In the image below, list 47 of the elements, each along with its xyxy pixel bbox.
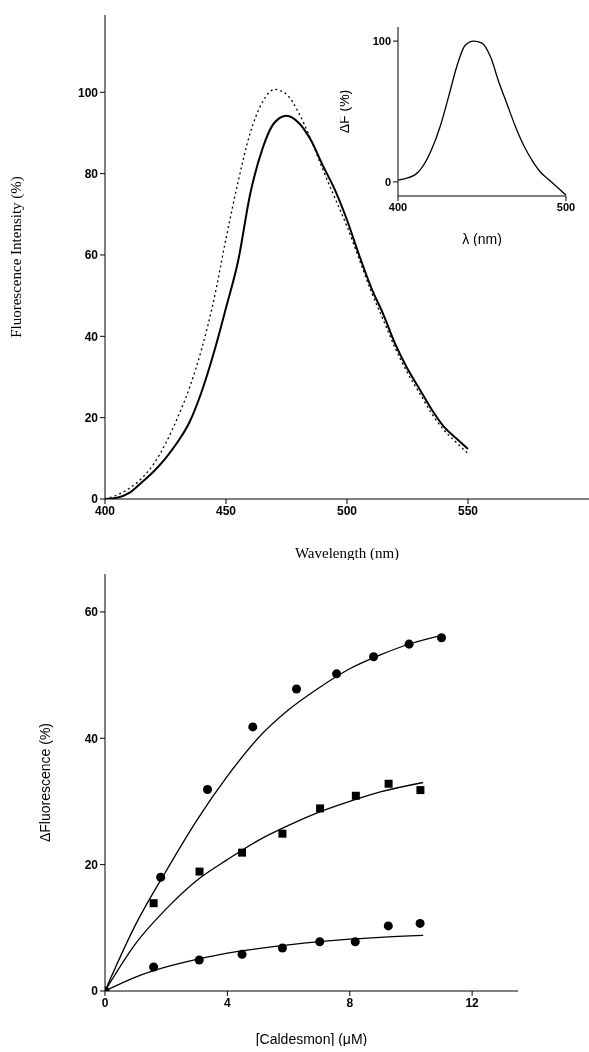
point (332, 669, 342, 679)
y-tick-label: 20 (84, 857, 99, 872)
x-tick-label: 500 (336, 503, 358, 518)
x-tick-label: 500 (556, 200, 576, 213)
x-axis-title: λ (nm) (462, 231, 502, 247)
y-tick-label: 40 (84, 731, 99, 746)
point (194, 955, 204, 965)
point (437, 633, 447, 643)
y-tick-label: 20 (84, 410, 99, 425)
point (350, 937, 360, 947)
x-tick-label: 0 (101, 995, 109, 1010)
point (384, 779, 393, 788)
point (351, 791, 360, 800)
y-axis-title: Fluorescence Intensity (%) (8, 176, 26, 338)
x-tick-label: 4 (224, 995, 232, 1010)
point (277, 943, 287, 953)
x-axis-title: [Caldesmon] (μM) (255, 1031, 368, 1047)
x-tick-label: 450 (215, 503, 237, 518)
y-axis-title: ΔFluorescence (%) (36, 722, 53, 843)
point (195, 867, 204, 876)
y-tick-label: 100 (372, 34, 391, 47)
x-tick-label: 12 (465, 995, 480, 1010)
point (292, 684, 302, 694)
y-tick-label: 100 (77, 85, 99, 100)
y-tick-label: 60 (84, 248, 99, 263)
y-tick-label: 0 (91, 984, 99, 999)
y-tick-label: 60 (84, 605, 99, 620)
point (156, 872, 166, 882)
y-tick-label: 80 (84, 166, 99, 181)
y-tick-label: 40 (84, 329, 99, 344)
point (383, 921, 393, 931)
point (149, 962, 159, 972)
point (415, 918, 425, 928)
x-tick-label: 400 (388, 200, 408, 213)
point (278, 829, 287, 838)
point (404, 639, 414, 649)
point (149, 899, 158, 908)
point (238, 848, 247, 857)
point (316, 804, 325, 813)
x-tick-label: 8 (346, 995, 354, 1010)
point (248, 722, 258, 732)
point (315, 937, 325, 947)
point (416, 786, 425, 795)
point (202, 784, 212, 794)
x-tick-label: 550 (457, 503, 479, 518)
point (237, 949, 247, 959)
point (369, 652, 379, 662)
